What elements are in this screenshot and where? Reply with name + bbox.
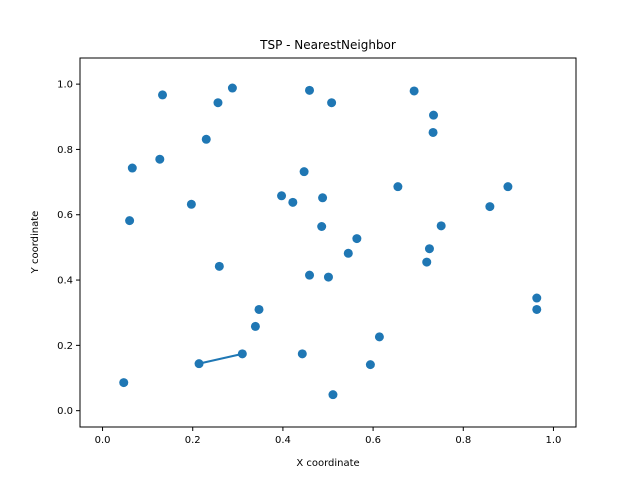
route-segment — [198, 352, 243, 365]
city-point — [317, 221, 327, 231]
city-point — [305, 270, 315, 280]
x-tick-label: 1.0 — [546, 435, 562, 446]
y-tick-label: 0.8 — [57, 145, 73, 156]
city-point — [429, 110, 439, 120]
city-point — [214, 261, 224, 271]
city-point — [227, 83, 237, 93]
chart-title: TSP - NearestNeighbor — [259, 38, 396, 52]
x-axis-label: X coordinate — [296, 458, 359, 469]
city-point — [288, 197, 298, 207]
y-tick-label: 0.4 — [57, 276, 73, 287]
y-tick-label: 0.2 — [57, 341, 73, 352]
city-point — [428, 127, 438, 137]
city-point — [532, 293, 542, 303]
y-axis-ticks: 0.0 0.2 0.4 0.6 0.8 1.0 — [57, 80, 80, 417]
x-tick-label: 0.0 — [95, 435, 111, 446]
y-axis-label: Y coordinate — [30, 211, 41, 275]
city-point — [532, 304, 542, 314]
city-point — [328, 390, 338, 400]
city-point — [277, 191, 287, 201]
y-tick-label: 0.0 — [57, 406, 73, 417]
city-point — [374, 332, 384, 342]
city-point — [409, 86, 419, 96]
city-point — [318, 193, 328, 203]
city-point — [424, 244, 434, 254]
city-point — [343, 248, 353, 258]
city-point — [485, 202, 495, 212]
y-tick-label: 1.0 — [57, 80, 73, 91]
city-point — [365, 360, 375, 370]
city-point — [186, 199, 196, 209]
x-tick-label: 0.2 — [185, 435, 201, 446]
city-point — [297, 349, 307, 359]
city-point — [127, 163, 137, 173]
city-point — [503, 182, 513, 192]
city-point — [158, 90, 168, 100]
plot-frame — [79, 57, 577, 428]
route-layer — [198, 352, 243, 365]
city-point — [125, 216, 135, 226]
x-tick-label: 0.8 — [455, 435, 471, 446]
x-axis-ticks: 0.0 0.2 0.4 0.6 0.8 1.0 — [95, 427, 562, 446]
city-point — [352, 234, 362, 244]
city-point — [155, 154, 165, 164]
city-point — [393, 182, 403, 192]
city-point — [323, 272, 333, 282]
x-tick-label: 0.4 — [275, 435, 291, 446]
city-point — [327, 98, 337, 108]
city-point — [254, 304, 264, 314]
city-point — [201, 134, 211, 144]
city-point — [436, 221, 446, 231]
point-layer — [119, 83, 542, 400]
city-point — [213, 98, 223, 108]
y-tick-label: 0.6 — [57, 210, 73, 221]
city-point — [305, 85, 315, 95]
x-tick-label: 0.6 — [365, 435, 381, 446]
city-point — [422, 257, 432, 267]
city-point — [194, 359, 204, 369]
city-point — [299, 167, 309, 177]
city-point — [250, 321, 260, 331]
city-point — [237, 349, 247, 359]
city-point — [119, 378, 129, 388]
